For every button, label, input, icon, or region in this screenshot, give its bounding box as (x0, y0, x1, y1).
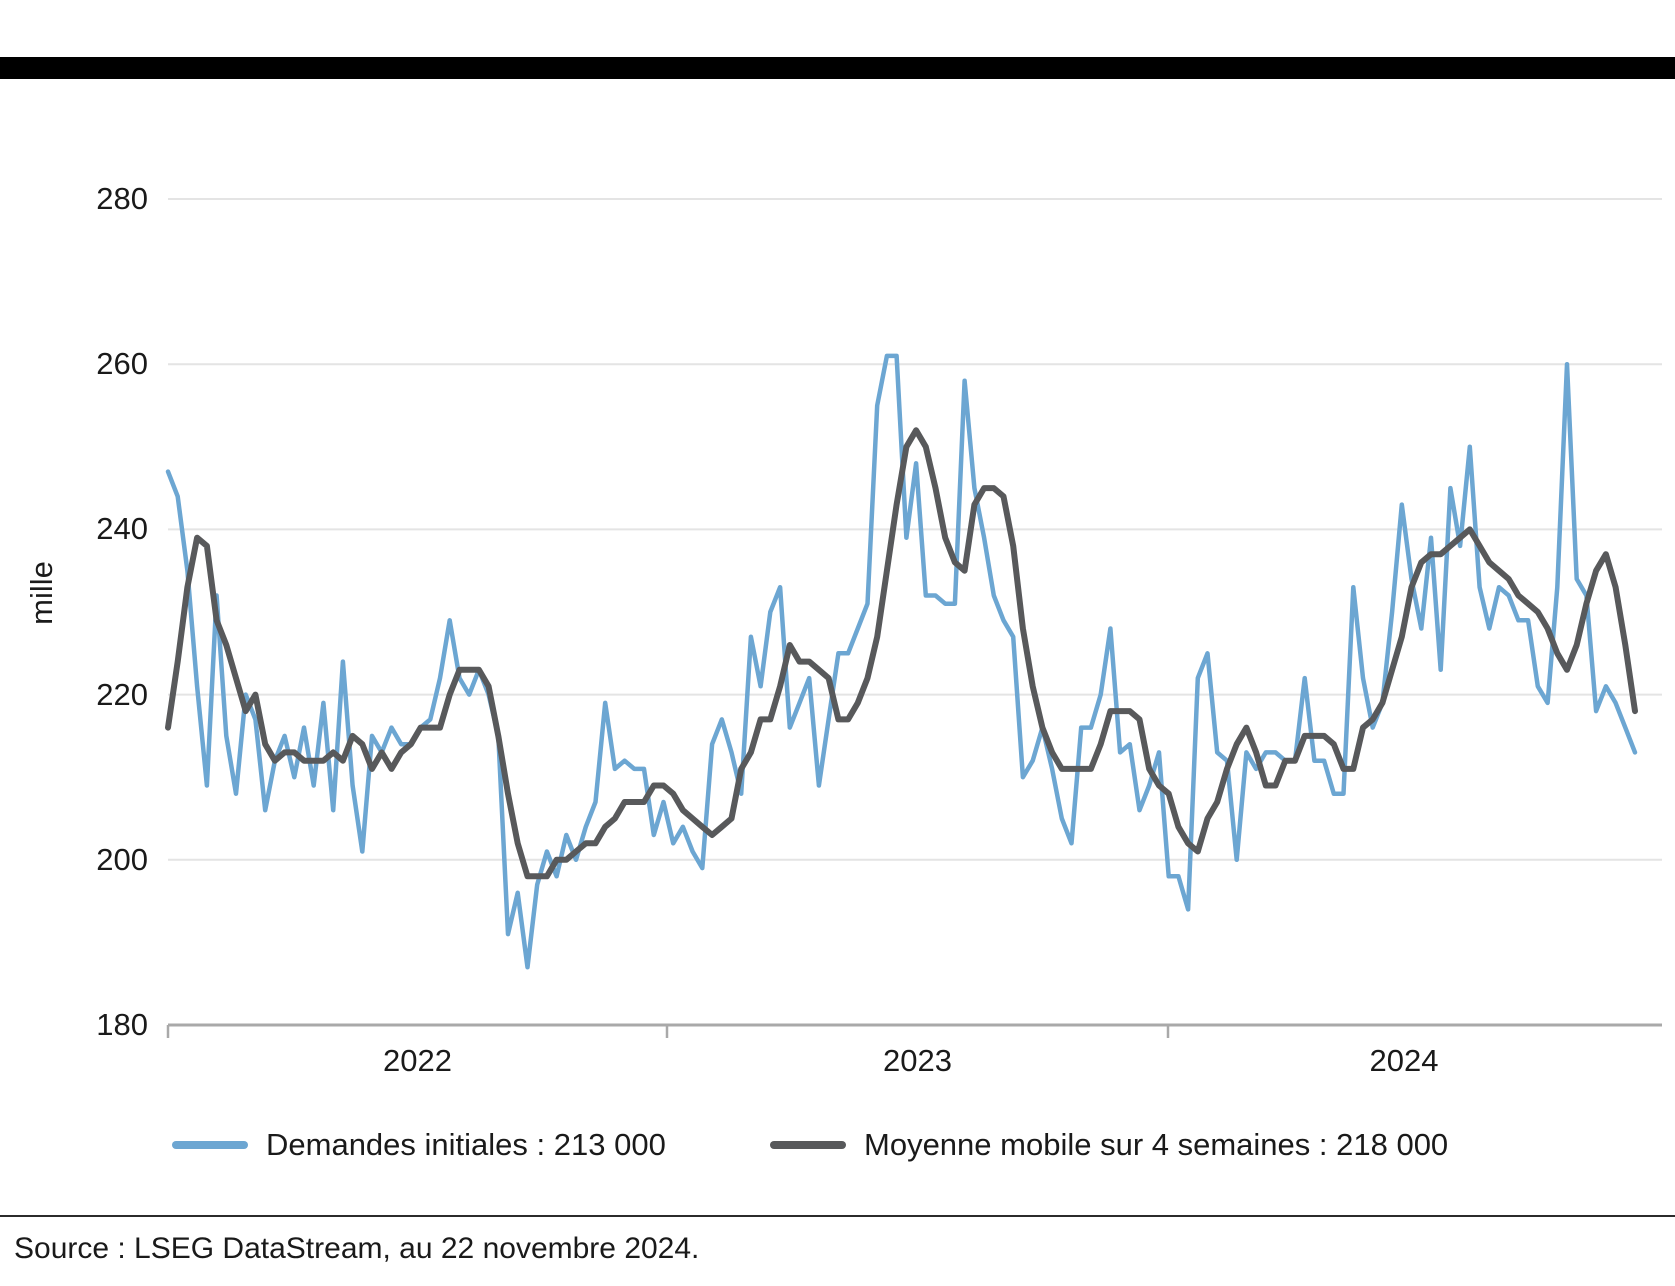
gridlines (168, 198, 1662, 861)
y-tick-label-240: 240 (96, 511, 148, 547)
x-year-label-2023: 2023 (883, 1043, 952, 1078)
legend-label-initial-claims: Demandes initiales : 213 000 (266, 1127, 666, 1162)
legend-item-initial-claims: Demandes initiales : 213 000 (172, 1127, 666, 1162)
y-axis-title: mille (24, 561, 59, 625)
x-year-label-2024: 2024 (1369, 1043, 1439, 1078)
y-tick-label-220: 220 (96, 676, 148, 712)
y-tick-label-280: 280 (96, 181, 148, 216)
x-axis (166, 1023, 1662, 1038)
y-tick-label-260: 260 (96, 346, 148, 382)
top-black-bar (0, 57, 1675, 79)
series-line-moving-average (165, 427, 1638, 880)
source-text: Source : LSEG DataStream, au 22 novembre… (14, 1232, 700, 1265)
legend-swatch-moving-average-icon (770, 1141, 846, 1149)
series-line-initial-claims (165, 353, 1638, 970)
legend-label-moving-average: Moyenne mobile sur 4 semaines : 218 000 (864, 1127, 1449, 1162)
series-lines (165, 353, 1638, 970)
y-tick-label-180: 180 (96, 1007, 148, 1042)
x-year-label-2022: 2022 (383, 1043, 452, 1078)
legend-swatch-initial-claims-icon (172, 1141, 248, 1149)
y-tick-label-200: 200 (96, 841, 148, 877)
legend-item-moving-average: Moyenne mobile sur 4 semaines : 218 000 (770, 1127, 1449, 1162)
footer-divider (0, 1215, 1675, 1217)
